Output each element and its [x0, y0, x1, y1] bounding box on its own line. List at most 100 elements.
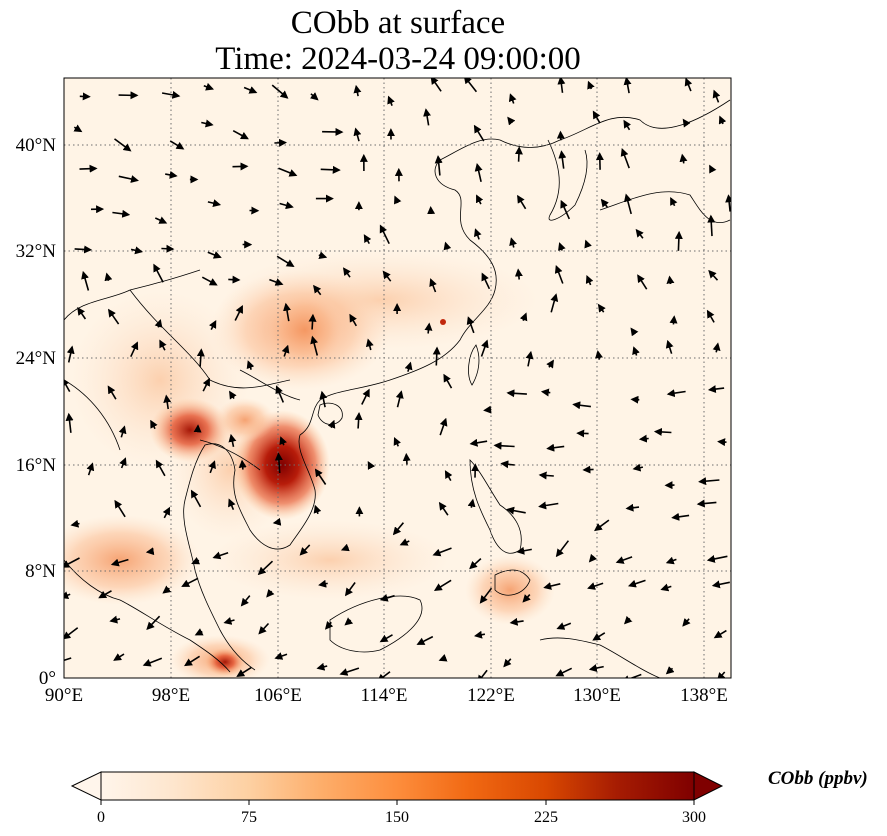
- wind-arrow: [228, 498, 236, 511]
- wind-arrow: [696, 499, 717, 508]
- wind-arrow: [130, 341, 139, 358]
- wind-arrow: [587, 582, 604, 590]
- wind-arrow: [550, 293, 559, 313]
- wind-arrow: [109, 615, 121, 624]
- wind-arrow: [463, 78, 478, 93]
- wind-arrow: [665, 556, 677, 565]
- colorbar-gradient: [100, 771, 695, 801]
- colorbar-tick: 150: [385, 809, 409, 826]
- wind-arrow: [438, 501, 449, 516]
- wind-arrow: [506, 389, 527, 398]
- wind-arrow: [161, 90, 181, 99]
- wind-arrow: [623, 119, 632, 131]
- wind-arrow: [558, 150, 567, 169]
- wind-arrow: [466, 316, 475, 334]
- wind-arrow: [546, 359, 554, 369]
- wind-arrow: [232, 129, 249, 140]
- wind-arrow: [191, 557, 201, 565]
- colorbar-tick: 75: [241, 809, 257, 826]
- wind-arrow: [630, 327, 639, 337]
- wind-arrow: [387, 95, 395, 106]
- wind-arrow: [508, 93, 517, 104]
- wind-arrow: [77, 306, 87, 320]
- wind-arrow: [344, 582, 356, 597]
- wind-arrow: [154, 216, 168, 224]
- wind-arrow: [73, 124, 83, 133]
- wind-arrow: [394, 195, 402, 205]
- wind-arrow: [708, 269, 719, 281]
- wind-arrow: [376, 671, 391, 678]
- wind-arrow: [509, 617, 524, 626]
- wind-arrow: [382, 270, 392, 282]
- wind-arrow: [500, 460, 515, 469]
- wind-arrow: [81, 270, 90, 291]
- wind-arrow: [623, 615, 633, 625]
- wind-arrow: [684, 78, 693, 92]
- wind-arrow: [625, 503, 640, 512]
- wind-arrow: [234, 304, 243, 321]
- wind-arrow: [316, 662, 328, 671]
- wind-arrow: [430, 78, 442, 92]
- wind-arrow: [572, 401, 591, 410]
- wind-arrow: [653, 427, 672, 436]
- wind-arrow: [393, 436, 401, 447]
- wind-vectors: [64, 78, 731, 678]
- wind-arrow: [118, 175, 139, 183]
- wind-arrow: [114, 499, 126, 518]
- wind-arrow: [707, 214, 716, 237]
- wind-arrow: [279, 436, 287, 446]
- wind-arrow: [620, 147, 630, 169]
- wind-arrow: [113, 653, 125, 661]
- wind-arrow: [365, 338, 374, 351]
- lon-tick: 122°E: [467, 685, 515, 706]
- wind-arrow: [64, 627, 79, 640]
- wind-arrow: [632, 463, 644, 472]
- wind-arrow: [509, 237, 517, 248]
- wind-arrow: [477, 669, 488, 678]
- wind-arrow: [110, 558, 129, 567]
- wind-arrow: [716, 671, 726, 678]
- wind-arrow: [712, 89, 721, 103]
- wind-arrow: [588, 664, 604, 672]
- wind-arrow: [107, 308, 120, 325]
- wind-arrow: [236, 666, 252, 677]
- wind-arrow: [503, 658, 512, 668]
- wind-arrow: [556, 622, 572, 630]
- wind-arrow: [665, 666, 675, 675]
- wind-arrow: [671, 512, 690, 521]
- wind-arrow: [74, 245, 93, 254]
- wind-arrow: [318, 579, 328, 588]
- wind-arrow: [319, 390, 328, 408]
- lon-tick: 138°E: [680, 685, 728, 706]
- wind-arrow: [560, 199, 571, 220]
- wind-arrow: [423, 108, 431, 126]
- wind-arrow: [279, 201, 294, 210]
- wind-arrow: [320, 165, 341, 174]
- wind-arrow: [707, 385, 725, 394]
- wind-arrow: [266, 588, 275, 598]
- wind-arrow: [443, 241, 452, 251]
- wind-arrow: [679, 153, 688, 164]
- wind-arrow: [130, 246, 144, 255]
- wind-arrow: [592, 632, 606, 641]
- wind-arrow: [98, 590, 112, 599]
- wind-arrow: [635, 228, 644, 239]
- wind-arrow: [201, 276, 218, 286]
- wind-arrow: [243, 86, 258, 94]
- wind-arrow: [474, 163, 483, 182]
- wind-arrow: [309, 92, 319, 101]
- lat-tick: 24°N: [16, 348, 57, 369]
- wind-arrow: [153, 263, 164, 283]
- wind-arrow: [557, 78, 566, 93]
- wind-arrow: [669, 315, 678, 325]
- wind-arrow: [181, 577, 199, 587]
- wind-arrow: [555, 667, 573, 677]
- wind-arrow: [65, 412, 74, 433]
- wind-arrow: [379, 224, 390, 245]
- wind-arrow: [474, 228, 482, 240]
- wind-arrow: [203, 82, 215, 91]
- wind-arrow: [161, 244, 175, 253]
- colorbar-tick: 0: [97, 809, 105, 826]
- wind-arrow: [281, 344, 290, 357]
- wind-arrow: [517, 194, 527, 210]
